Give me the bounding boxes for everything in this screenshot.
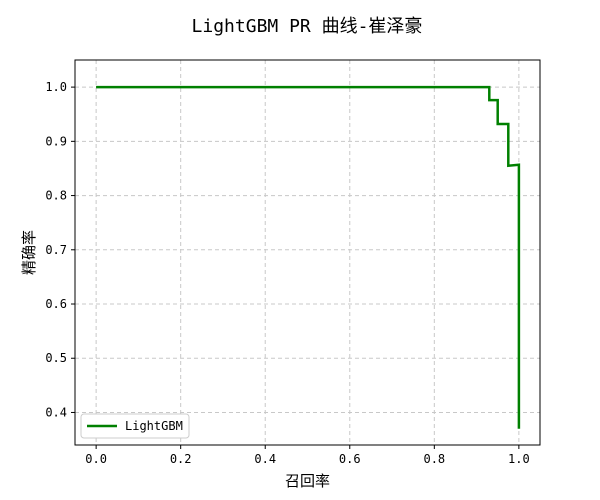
plot-frame (74, 59, 541, 446)
x-tick-label: 0.2 (170, 452, 192, 466)
legend-box (80, 413, 190, 439)
y-tick-label: 0.8 (45, 189, 67, 203)
legend: LightGBM (80, 413, 190, 439)
grid (75, 60, 540, 445)
x-axis-label: 召回率 (285, 472, 330, 490)
x-tick-label: 0.4 (254, 452, 276, 466)
y-tick-label: 0.7 (45, 243, 67, 257)
y-tick-label: 1.0 (45, 80, 67, 94)
x-tick-label: 0.0 (85, 452, 107, 466)
x-tick-label: 0.6 (339, 452, 361, 466)
series-line-lightgbm (96, 85, 521, 429)
ticks: 0.0 0.2 0.4 0.6 0.8 1.0 0.4 0.5 0.6 0.7 0.8 0.9 1.0 (45, 80, 529, 466)
x-tick-label: 0.8 (423, 452, 445, 466)
y-tick-label: 0.4 (45, 405, 67, 419)
legend-label: LightGBM (125, 419, 183, 433)
series-layer (96, 85, 521, 429)
chart-title: LightGBM PR 曲线-崔泽豪 (192, 16, 423, 37)
y-tick-label: 0.6 (45, 297, 67, 311)
y-tick-label: 0.5 (45, 351, 67, 365)
y-tick-label: 0.9 (45, 134, 67, 148)
y-axis-label: 精确率 (20, 230, 38, 275)
x-tick-label: 1.0 (508, 452, 530, 466)
